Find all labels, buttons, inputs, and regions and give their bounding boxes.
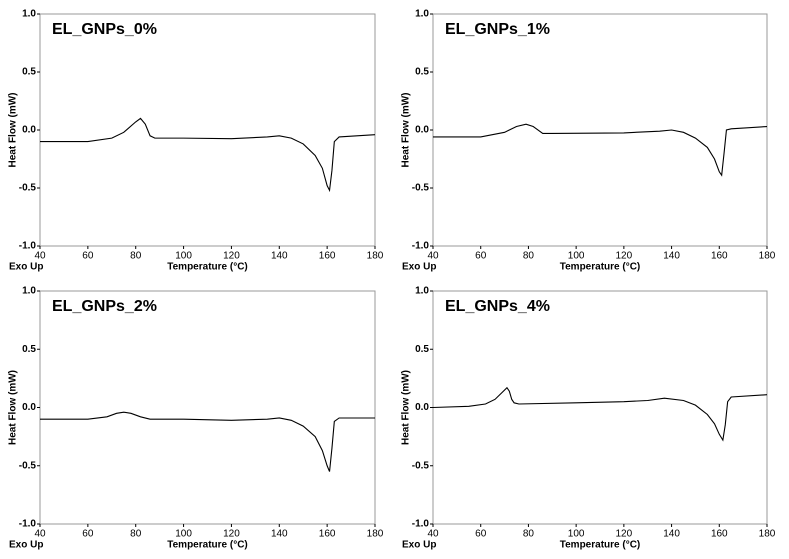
- x-tick-label: 140: [663, 529, 680, 540]
- panel-title: EL_GNPs_4%: [445, 298, 550, 315]
- x-axis-label: Temperature (°C): [167, 540, 248, 551]
- curve: [432, 386, 768, 442]
- y-tick-label: 0.5: [22, 67, 36, 78]
- exo-up: Exo Up: [9, 262, 43, 273]
- plot-frame: [432, 290, 768, 525]
- x-tick-label: 100: [175, 529, 192, 540]
- x-tick-label: 140: [271, 251, 288, 262]
- plot-frame: [432, 13, 768, 247]
- y-tick-label: -0.5: [19, 460, 37, 471]
- y-tick-label: 0.0: [415, 402, 429, 413]
- y-tick-label: 1.0: [22, 9, 36, 20]
- y-tick-label: 0.5: [415, 344, 429, 355]
- x-tick-label: 160: [711, 529, 728, 540]
- plot-frame: [39, 13, 376, 247]
- panel-title: EL_GNPs_1%: [445, 21, 550, 38]
- exo-up: Exo Up: [9, 540, 43, 551]
- x-tick-label: 100: [568, 251, 585, 262]
- x-tick-label: 180: [759, 529, 776, 540]
- x-tick-label: 80: [523, 251, 535, 262]
- x-tick-label: 120: [616, 529, 633, 540]
- y-tick-label: -0.5: [412, 460, 430, 471]
- x-tick-label: 140: [663, 251, 680, 262]
- x-tick-label: 180: [367, 529, 384, 540]
- y-tick-label: 0.0: [22, 402, 36, 413]
- x-tick-label: 100: [568, 529, 585, 540]
- exo-up: Exo Up: [402, 262, 436, 273]
- y-tick-label: 1.0: [22, 286, 36, 297]
- x-tick-label: 40: [427, 529, 439, 540]
- x-tick-label: 140: [271, 529, 288, 540]
- y-tick-label: -1.0: [19, 519, 37, 530]
- y-tick-label: 0.5: [22, 344, 36, 355]
- y-tick-label: -1.0: [412, 519, 430, 530]
- x-tick-label: 40: [34, 251, 46, 262]
- x-tick-label: 60: [82, 529, 94, 540]
- x-tick-label: 160: [319, 529, 336, 540]
- y-tick-label: 0.0: [415, 125, 429, 136]
- x-tick-label: 80: [130, 251, 142, 262]
- panel: -1.0 -0.5 0.0 0.5 1.0 40 60 80 100 120 140 160 180 EL…: [401, 9, 776, 273]
- x-tick-label: 60: [475, 529, 487, 540]
- x-tick-label: 180: [759, 251, 776, 262]
- y-tick-label: -0.5: [412, 183, 430, 194]
- y-tick-label: -0.5: [19, 183, 37, 194]
- plot-frame: [39, 290, 376, 525]
- y-axis-label: Heat Flow (mW): [8, 370, 19, 445]
- x-tick-label: 160: [711, 251, 728, 262]
- x-tick-label: 100: [175, 251, 192, 262]
- x-tick-label: 120: [616, 251, 633, 262]
- curve: [433, 123, 768, 177]
- panel: -1.0 -0.5 0.0 0.5 1.0 40 60 80 100 120 140 160 180 EL…: [401, 286, 776, 551]
- y-tick-label: -1.0: [412, 241, 430, 252]
- y-tick-label: 1.0: [415, 9, 429, 20]
- x-axis-label: Temperature (°C): [167, 262, 248, 273]
- panel-title: EL_GNPs_0%: [52, 21, 157, 38]
- x-tick-label: 60: [82, 251, 94, 262]
- x-tick-label: 40: [427, 251, 439, 262]
- x-axis-label: Temperature (°C): [560, 540, 641, 551]
- exo-up: Exo Up: [402, 540, 436, 551]
- y-axis-label: Heat Flow (mW): [401, 93, 412, 168]
- x-tick-label: 60: [475, 251, 487, 262]
- x-tick-label: 80: [130, 529, 142, 540]
- y-tick-label: -1.0: [19, 241, 37, 252]
- panel-title: EL_GNPs_2%: [52, 298, 157, 315]
- x-tick-label: 80: [523, 529, 535, 540]
- y-tick-label: 0.5: [415, 67, 429, 78]
- x-tick-label: 120: [223, 251, 240, 262]
- y-tick-label: 1.0: [415, 286, 429, 297]
- x-tick-label: 180: [367, 251, 384, 262]
- x-tick-label: 40: [34, 529, 46, 540]
- y-tick-label: 0.0: [22, 125, 36, 136]
- x-tick-label: 120: [223, 529, 240, 540]
- curve: [40, 411, 375, 472]
- y-axis-label: Heat Flow (mW): [8, 93, 19, 168]
- panel: -1.0 -0.5 0.0 0.5 1.0 40 60 80 100 120 140 160 180 EL…: [8, 286, 384, 551]
- panel: -1.0 -0.5 0.0 0.5 1.0 40 60 80 100 120 140 160 180 EL…: [8, 9, 384, 273]
- x-tick-label: 160: [319, 251, 336, 262]
- y-axis-label: Heat Flow (mW): [401, 370, 412, 445]
- x-axis-label: Temperature (°C): [560, 262, 641, 273]
- curve: [40, 117, 376, 193]
